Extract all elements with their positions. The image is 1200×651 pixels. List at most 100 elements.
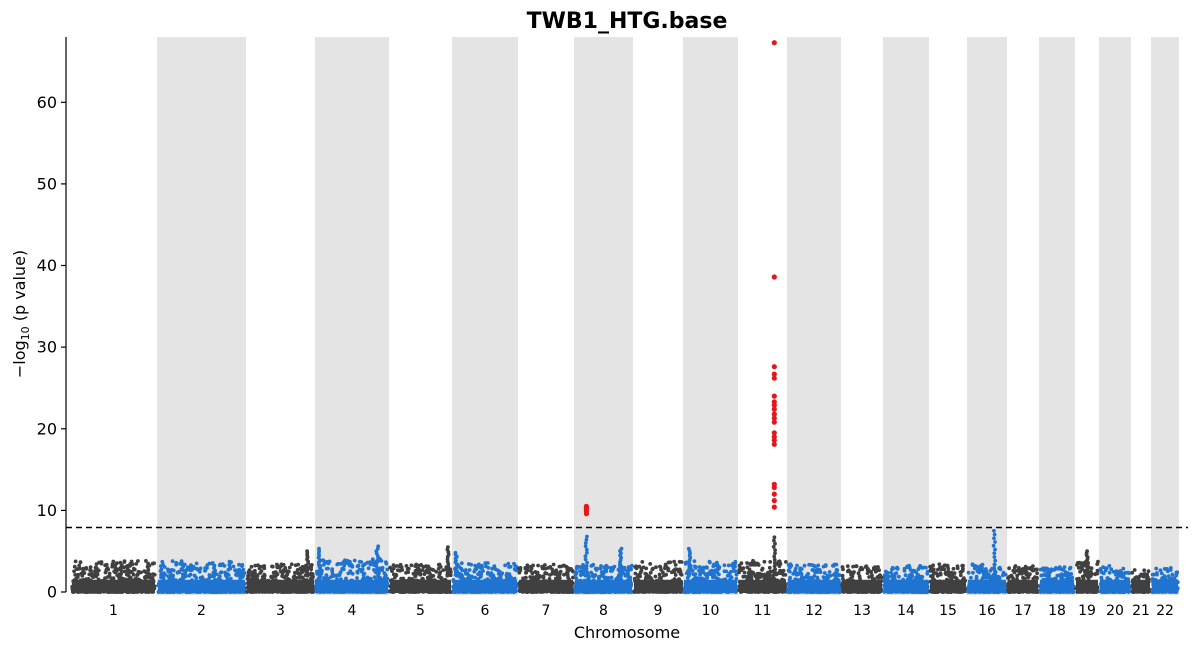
snp-point [326, 566, 330, 571]
snp-point [925, 571, 930, 576]
snp-point [376, 544, 381, 549]
snp-point [812, 574, 817, 578]
snp-point [533, 575, 538, 580]
snp-point [438, 571, 442, 575]
snp-point [368, 562, 373, 567]
snp-point [704, 565, 709, 570]
snp-point [592, 574, 597, 579]
snp-point [488, 573, 493, 578]
snp-point [144, 559, 148, 563]
snp-point [806, 571, 810, 576]
snp-point [883, 574, 888, 578]
chromosome-3-points [245, 549, 316, 594]
snp-point [174, 562, 179, 567]
snp-point [834, 562, 839, 567]
snp-point [91, 572, 96, 577]
snp-point [431, 568, 436, 572]
snp-point [584, 564, 589, 568]
snp-point [94, 566, 99, 570]
snp-point [330, 567, 335, 571]
snp-point [112, 569, 117, 574]
snp-point [753, 561, 758, 566]
snp-point [648, 562, 653, 566]
snp-point [398, 562, 403, 567]
snp-point [236, 571, 241, 575]
snp-point [920, 566, 925, 570]
snp-point [372, 568, 376, 572]
snp-point [94, 574, 98, 579]
snp-point [739, 568, 744, 572]
snp-point [310, 576, 315, 580]
snp-point [119, 565, 123, 570]
snp-point [658, 564, 662, 569]
snp-point [762, 576, 767, 580]
snp-point [602, 565, 607, 570]
snp-point [453, 550, 458, 555]
snp-point [574, 576, 579, 581]
chromosome-shading [157, 37, 1179, 595]
snp-point [385, 567, 390, 572]
snp-point [692, 559, 697, 563]
snp-point [541, 566, 546, 571]
snp-point [391, 563, 396, 568]
snp-point [551, 562, 556, 567]
snp-point [335, 573, 339, 578]
snp-point [715, 560, 719, 565]
snp-point [653, 574, 658, 579]
snp-point [806, 576, 811, 581]
snp-point [499, 572, 504, 577]
snp-point [166, 574, 171, 579]
chromosome-6-shade [452, 37, 518, 595]
chromosome-22-shade [1151, 37, 1179, 595]
snp-point [81, 566, 86, 571]
snp-point [595, 566, 600, 571]
snp-point [589, 564, 594, 568]
snp-point [147, 572, 152, 577]
snp-point [648, 570, 653, 575]
snp-point [541, 575, 546, 580]
snp-point [459, 561, 464, 565]
snp-point [732, 563, 737, 567]
snp-point [709, 569, 714, 574]
snp-point [639, 569, 644, 573]
snp-point [894, 571, 899, 576]
snp-point [960, 563, 965, 568]
snp-point [513, 564, 518, 568]
snp-point [406, 566, 411, 571]
snp-point [255, 574, 260, 578]
snp-point [884, 569, 888, 574]
snp-point [954, 576, 959, 581]
snp-point [293, 563, 298, 568]
snp-point [107, 571, 112, 576]
snp-point [713, 568, 718, 573]
snp-point [361, 563, 365, 568]
snp-point [841, 567, 845, 572]
snp-point [517, 566, 521, 571]
snp-point [113, 566, 118, 571]
snp-point [180, 562, 185, 567]
snp-point [89, 568, 93, 573]
chromosome-5-points [388, 545, 453, 594]
snp-point [528, 575, 533, 579]
snp-point [207, 575, 212, 580]
snp-point [169, 572, 174, 577]
chromosome-6-points [451, 550, 519, 594]
snp-point [610, 569, 614, 573]
snp-point [550, 567, 554, 572]
snp-point [231, 564, 236, 569]
snp-point [111, 559, 116, 564]
snp-point [233, 568, 238, 573]
snp-point [691, 572, 696, 577]
snp-point [875, 568, 879, 573]
snp-point [160, 559, 165, 564]
snp-point [203, 566, 208, 570]
snp-point [751, 572, 756, 576]
snp-point [348, 570, 353, 575]
chromosome-12-shade [787, 37, 841, 595]
snp-point [589, 570, 593, 575]
snp-point [324, 573, 329, 577]
snp-point [583, 557, 588, 562]
snp-point [816, 563, 821, 568]
snp-point [404, 564, 409, 568]
snp-point [76, 567, 81, 571]
